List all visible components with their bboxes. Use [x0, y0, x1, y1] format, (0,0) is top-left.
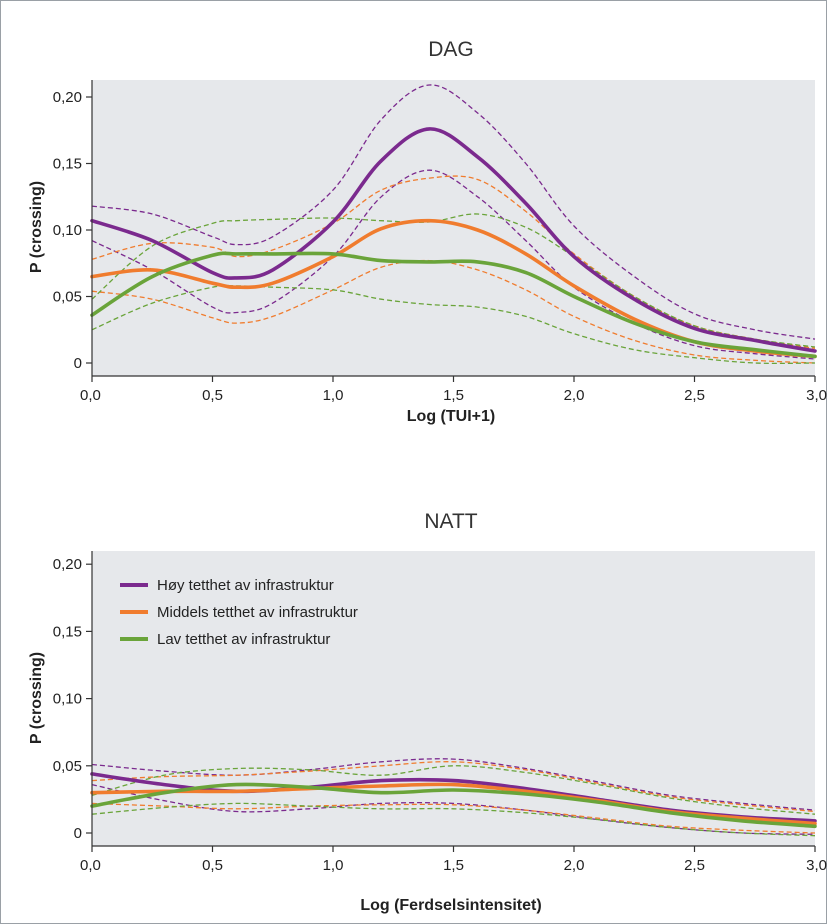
- dag-x-tick-label: 0,0: [80, 387, 101, 404]
- natt-x-tick-label: 0,0: [80, 857, 101, 874]
- natt-y-tick-label: 0,15: [53, 623, 82, 640]
- dag-y-tick-label: 0,10: [53, 222, 82, 239]
- dag-chart: DAG 0 0,05 0,10 0,15 0,20 0,0 0,5 1,0 1,5 2,0 2,5…: [28, 38, 827, 425]
- dag-x-tick-label: 0,5: [202, 387, 223, 404]
- natt-y-tick-label: 0,20: [53, 556, 82, 573]
- natt-y-ticks: 0 0,05 0,10 0,15 0,20: [53, 556, 92, 842]
- natt-x-label: Log (Ferdselsintensitet): [360, 897, 541, 914]
- natt-x-tick-label: 2,5: [684, 857, 705, 874]
- natt-middels-tetthet-av-infrastruktur-lower-bound: [91, 802, 816, 834]
- dag-y-tick-label: 0,15: [53, 156, 82, 173]
- dag-y-label: P (crossing): [28, 181, 45, 273]
- dag-x-tick-label: 3,0: [806, 387, 827, 404]
- dag-x-tick-label: 1,0: [323, 387, 344, 404]
- legend-label-h-y-tetthet-av-infrastruktur: Høy tetthet av infrastruktur: [157, 577, 334, 594]
- natt-y-label: P (crossing): [28, 652, 45, 744]
- natt-x-tick-label: 1,5: [443, 857, 464, 874]
- dag-lav-tetthet-av-infrastruktur-lower-bound: [91, 284, 816, 365]
- legend-label-lav-tetthet-av-infrastruktur: Lav tetthet av infrastruktur: [157, 631, 330, 648]
- dag-y-tick-label: 0: [74, 355, 82, 372]
- legend-label-middels-tetthet-av-infrastruktur: Middels tetthet av infrastruktur: [157, 604, 358, 621]
- dag-curves: [90, 84, 817, 365]
- natt-y-tick-label: 0,10: [53, 691, 82, 708]
- natt-x-tick-label: 2,0: [564, 857, 585, 874]
- dag-h-y-tetthet-av-infrastruktur-upper-bound: [91, 84, 816, 340]
- dag-x-tick-label: 2,0: [564, 387, 585, 404]
- natt-y-tick-label: 0,05: [53, 758, 82, 775]
- natt-x-tick-label: 1,0: [323, 857, 344, 874]
- dag-y-tick-label: 0,05: [53, 289, 82, 306]
- natt-title: NATT: [424, 510, 477, 533]
- natt-x-tick-label: 3,0: [806, 857, 827, 874]
- dag-x-tick-label: 2,5: [684, 387, 705, 404]
- natt-y-tick-label: 0: [74, 825, 82, 842]
- dag-x-label: Log (TUI+1): [407, 408, 495, 425]
- dag-h-y-tetthet-av-infrastruktur-line: [90, 127, 817, 353]
- natt-curves: [90, 758, 817, 837]
- dag-lav-tetthet-av-infrastruktur-line: [90, 251, 817, 359]
- dag-y-ticks: 0 0,05 0,10 0,15 0,20: [53, 89, 92, 372]
- natt-x-ticks: 0,0 0,5 1,0 1,5 2,0 2,5 3,0: [80, 846, 827, 874]
- dag-x-ticks: 0,0 0,5 1,0 1,5 2,0 2,5 3,0: [80, 376, 827, 404]
- natt-middels-tetthet-av-infrastruktur-upper-bound: [91, 761, 816, 813]
- dag-x-tick-label: 1,5: [443, 387, 464, 404]
- natt-lav-tetthet-av-infrastruktur-lower-bound: [91, 802, 816, 837]
- natt-h-y-tetthet-av-infrastruktur-upper-bound: [91, 758, 816, 811]
- natt-lav-tetthet-av-infrastruktur-line: [90, 782, 817, 829]
- natt-x-tick-label: 0,5: [202, 857, 223, 874]
- dag-y-tick-label: 0,20: [53, 89, 82, 106]
- natt-chart: NATT 0 0,05 0,10 0,15 0,20 0,0 0,5 1,0 1,5 2,0 2,…: [28, 510, 827, 914]
- dag-title: DAG: [428, 38, 474, 61]
- natt-legend: Høy tetthet av infrastruktur Middels tett…: [120, 577, 358, 648]
- dag-h-y-tetthet-av-infrastruktur-lower-bound: [91, 169, 816, 360]
- natt-plot-area: [92, 551, 815, 846]
